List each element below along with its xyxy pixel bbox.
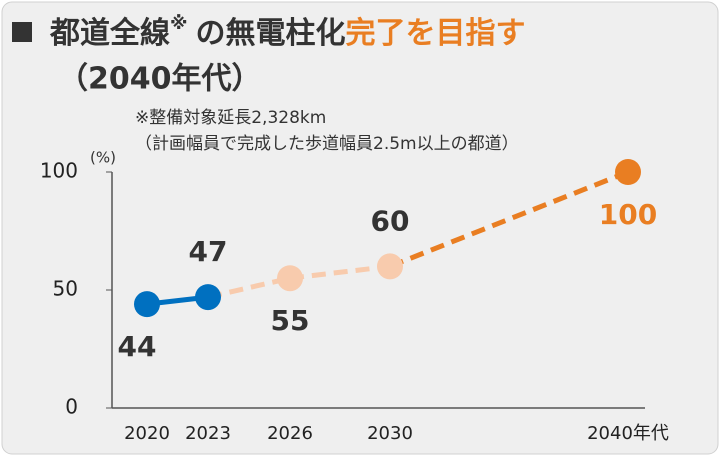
line-segment — [289, 263, 391, 281]
y-tick-label: 0 — [65, 395, 78, 419]
value-label: 47 — [189, 235, 228, 268]
title-bullet — [12, 22, 32, 42]
title-part: 都道全線 — [49, 16, 170, 51]
chart-title: 都道全線※ の無電柱化完了を目指す — [49, 13, 526, 51]
line-segment — [207, 275, 291, 300]
point — [615, 159, 641, 185]
value-label: 44 — [118, 330, 157, 363]
title-part: ※ — [170, 13, 188, 34]
value-label: 100 — [599, 198, 657, 231]
chart-title: （2040年代） — [58, 62, 262, 97]
x-tick-label: 2040年代 — [587, 423, 669, 444]
y-tick-label: 100 — [40, 159, 78, 183]
point — [377, 253, 403, 280]
note: ※整備対象延長2,328km — [135, 108, 326, 128]
y-tick-label: 50 — [53, 277, 78, 301]
point — [277, 265, 303, 292]
x-tick-label: 2023 — [185, 423, 231, 444]
point — [134, 291, 160, 318]
title-part: の無電柱化 — [196, 16, 346, 51]
x-tick-label: 2030 — [367, 423, 413, 444]
value-label: 55 — [271, 304, 310, 337]
x-tick-label: 2026 — [267, 423, 313, 444]
y-axis-label: (%) — [90, 149, 116, 167]
title-part: 完了を目指す — [346, 16, 526, 51]
note: （計画幅員で完成した歩道幅員2.5m以上の都道） — [135, 134, 519, 154]
x-tick-label: 2020 — [124, 423, 170, 444]
value-label: 60 — [371, 204, 410, 237]
point — [195, 284, 221, 311]
